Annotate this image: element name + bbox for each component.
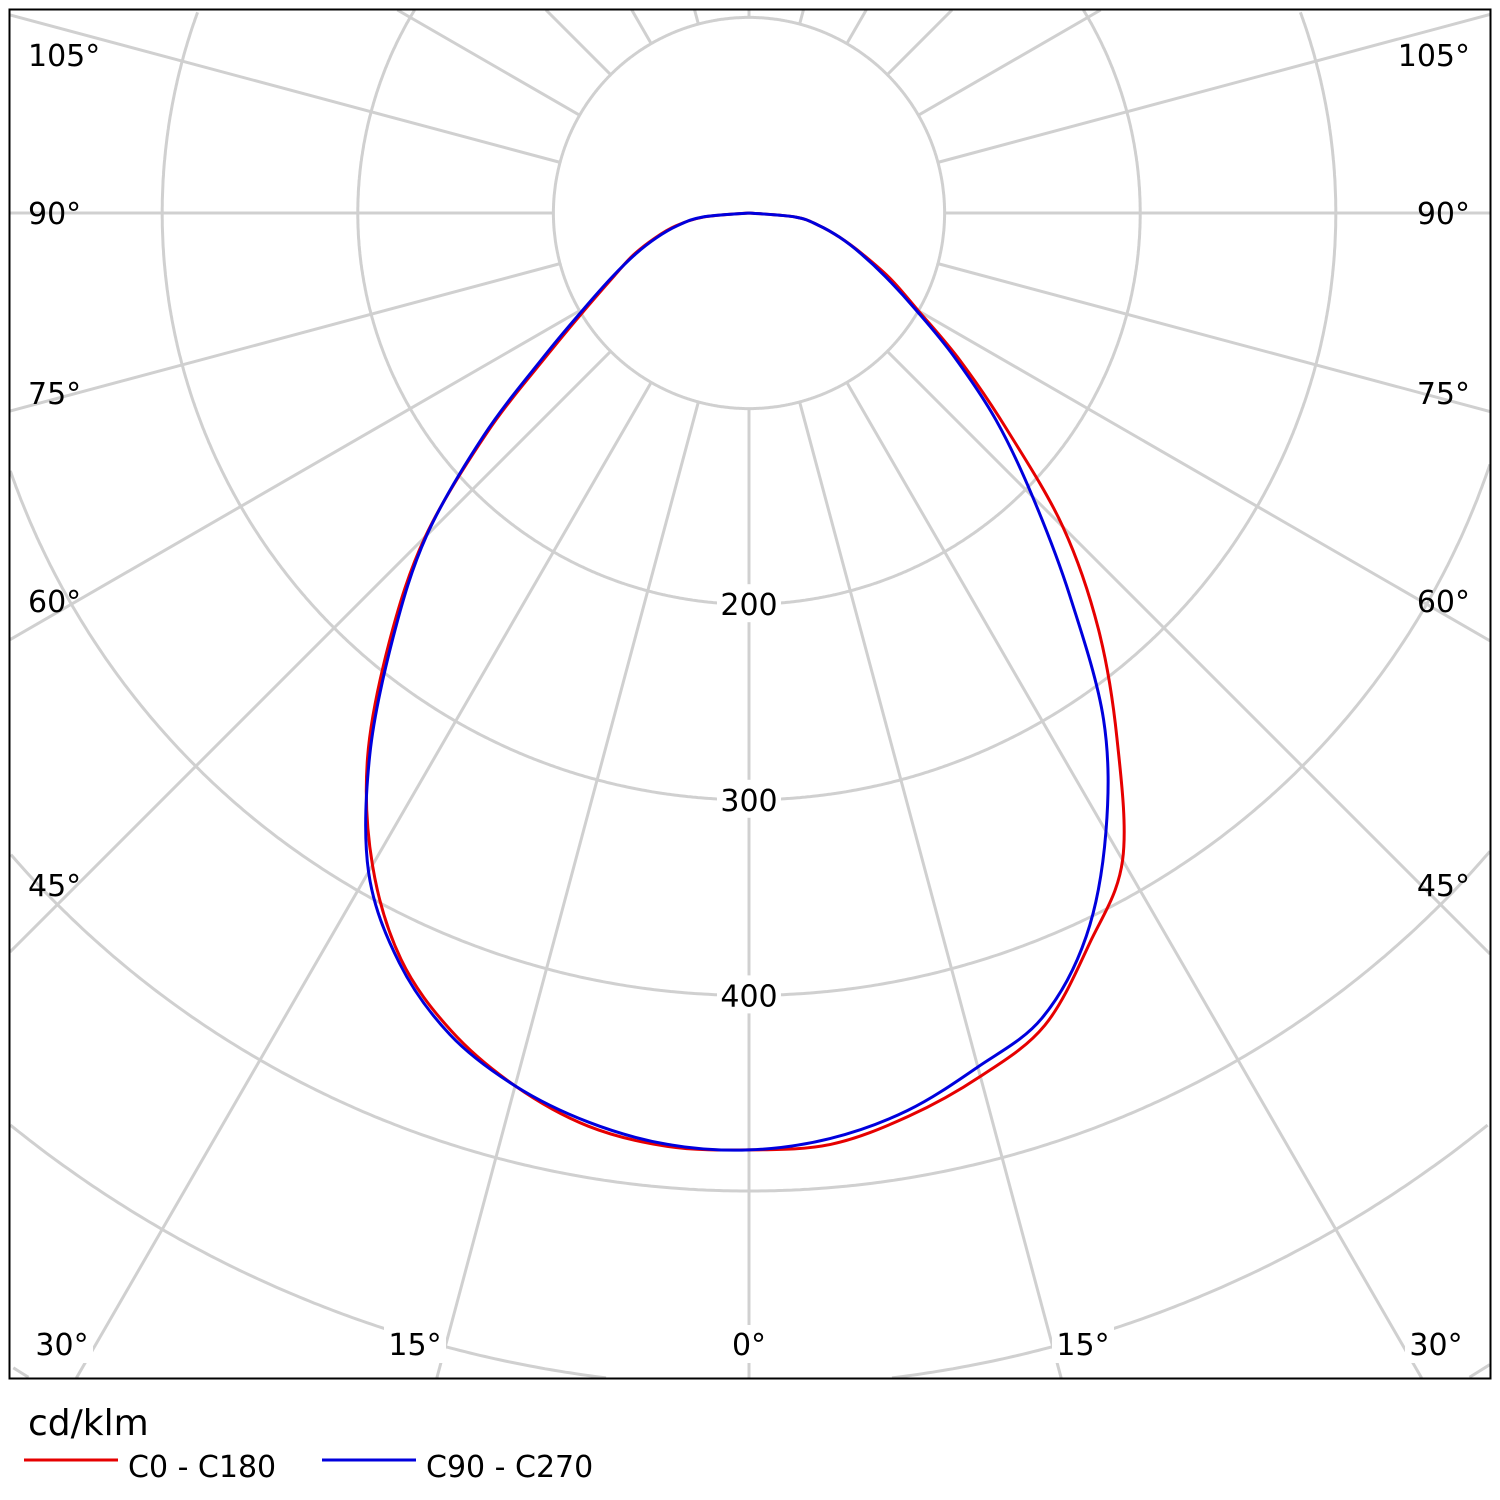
angle-label-bg bbox=[384, 1325, 446, 1363]
radial-label-bg bbox=[717, 584, 781, 623]
grid-spoke-315 bbox=[10, 350, 612, 954]
grid-circle-400 bbox=[10, 464, 1490, 997]
angle-label-right-2: 75° bbox=[1417, 377, 1470, 412]
polar-grid bbox=[10, 10, 1490, 1378]
grid-spoke-300 bbox=[10, 309, 581, 641]
radial-label-300: 300 bbox=[720, 784, 777, 819]
angle-label-right-3: 60° bbox=[1417, 585, 1470, 620]
grid-spoke-150 bbox=[845, 10, 868, 45]
grid-spoke-345 bbox=[435, 401, 700, 1378]
curves bbox=[364, 211, 1126, 1152]
grid-spoke-195 bbox=[693, 10, 700, 25]
grid-spoke-255 bbox=[10, 13, 561, 164]
radial-label-bg bbox=[717, 975, 781, 1014]
angle-label-bg bbox=[31, 1325, 93, 1363]
angle-label-bg bbox=[727, 1325, 771, 1363]
angle-label-bg bbox=[1405, 1325, 1467, 1363]
grid-circle-500 bbox=[10, 850, 1490, 1193]
angle-label-left-1: 90° bbox=[28, 197, 81, 232]
grid-spoke-240 bbox=[396, 10, 581, 117]
grid-spoke-330 bbox=[75, 381, 653, 1378]
angle-label-bg bbox=[1052, 1325, 1114, 1363]
angle-label-left-3: 60° bbox=[28, 585, 81, 620]
grid-spoke-45 bbox=[886, 350, 1490, 956]
grid-circle-700 bbox=[12, 1363, 1490, 1378]
angle-labels: 105° 90° 75° 60° 45° 105° 90° 75° 60° 45° 30° 15° 0°… bbox=[28, 39, 1470, 1363]
plot-frame bbox=[8, 8, 1492, 1380]
angle-label-left-4: 45° bbox=[28, 869, 81, 904]
angle-label-bottom-1: 15° bbox=[388, 1328, 441, 1363]
grid-circle-300 bbox=[160, 11, 1338, 802]
grid-spoke-135 bbox=[886, 10, 954, 76]
radial-label-400: 400 bbox=[720, 979, 777, 1014]
grid-spoke-225 bbox=[544, 10, 612, 76]
legend: cd/klm C0 - C180 C90 - C270 bbox=[24, 1403, 593, 1485]
legend-label-c0-c180: C0 - C180 bbox=[128, 1450, 276, 1485]
angle-label-right-0: 105° bbox=[1398, 39, 1470, 74]
grid-spoke-285 bbox=[10, 262, 561, 413]
grid-spoke-75 bbox=[937, 262, 1490, 413]
grid-spoke-120 bbox=[917, 10, 1102, 117]
grid-circle-200 bbox=[356, 10, 1142, 606]
grid-spoke-105 bbox=[937, 13, 1490, 164]
angle-label-bottom-4: 30° bbox=[1409, 1328, 1462, 1363]
grid-spoke-30 bbox=[845, 381, 1423, 1378]
radial-label-bg bbox=[717, 779, 781, 818]
angle-label-bottom-3: 15° bbox=[1056, 1328, 1109, 1363]
curve-c90-c270 bbox=[364, 211, 1110, 1152]
grid-circle-600 bbox=[10, 1123, 1489, 1378]
grid-spoke-165 bbox=[798, 10, 805, 25]
grid-spoke-15 bbox=[798, 401, 1063, 1378]
radial-label-200: 200 bbox=[720, 588, 777, 623]
legend-title: cd/klm bbox=[28, 1403, 149, 1444]
angle-label-bottom-2: 0° bbox=[732, 1328, 766, 1363]
radial-labels: 200 300 400 bbox=[717, 584, 781, 1014]
grid-spoke-60 bbox=[917, 309, 1490, 643]
angle-label-bottom-0: 30° bbox=[35, 1328, 88, 1363]
angle-label-right-4: 45° bbox=[1417, 869, 1470, 904]
legend-label-c90-c270: C90 - C270 bbox=[426, 1450, 593, 1485]
angle-label-left-2: 75° bbox=[28, 377, 81, 412]
angle-label-left-0: 105° bbox=[28, 39, 100, 74]
grid-spoke-210 bbox=[630, 10, 653, 45]
angle-label-right-1: 90° bbox=[1417, 197, 1470, 232]
